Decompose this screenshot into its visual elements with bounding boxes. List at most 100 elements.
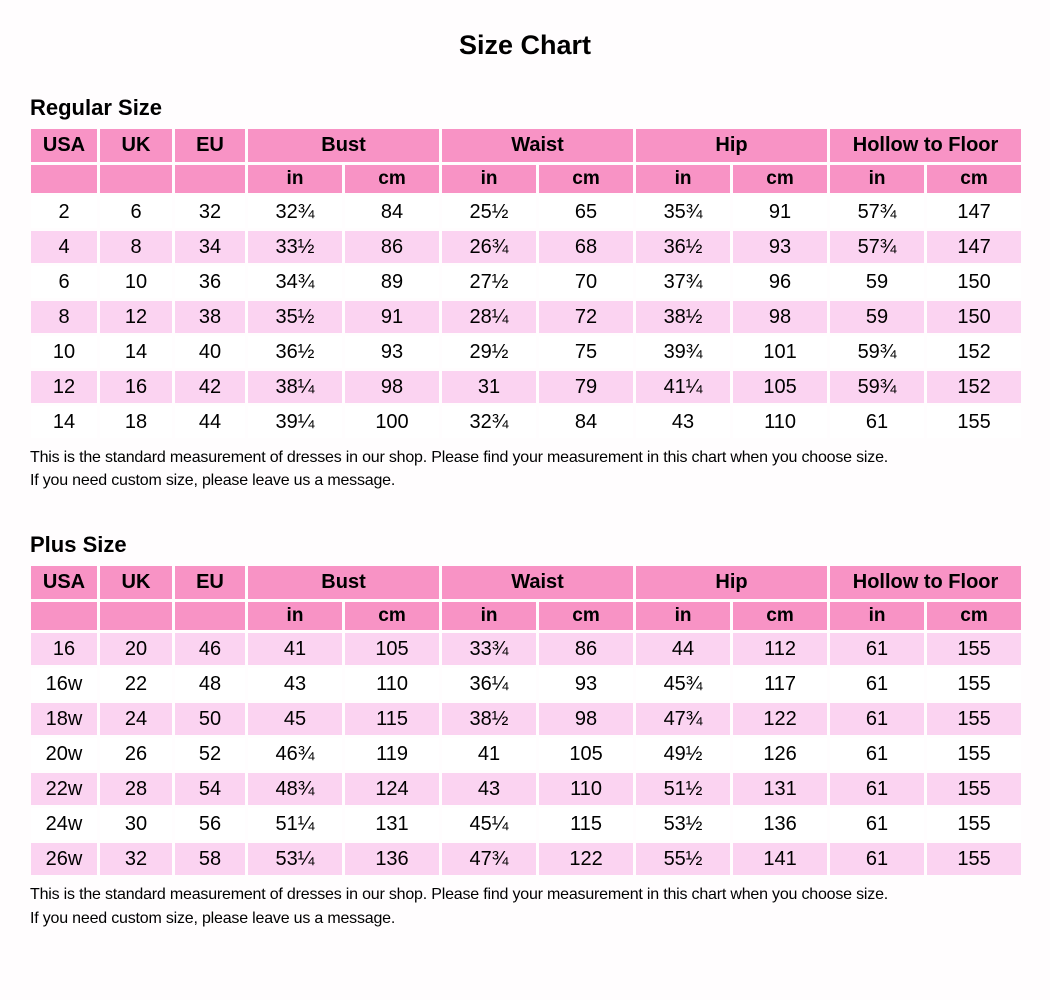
unit-header: cm <box>733 165 828 193</box>
table-cell: 152 <box>927 371 1022 403</box>
unit-header: in <box>442 602 537 631</box>
table-cell: 50 <box>175 703 245 736</box>
table-cell: 117 <box>733 668 828 701</box>
column-header: USA <box>31 129 97 162</box>
table-cell: 36½ <box>248 336 342 368</box>
table-cell: 35¾ <box>636 196 731 228</box>
table-cell: 101 <box>733 336 828 368</box>
table-cell: 8 <box>100 231 172 263</box>
table-cell: 27½ <box>442 266 537 298</box>
table-cell: 38 <box>175 301 245 333</box>
unit-header: in <box>248 165 342 193</box>
table-cell: 12 <box>31 371 97 403</box>
table-cell: 46 <box>175 633 245 666</box>
empty-header-cell <box>175 602 245 631</box>
table-cell: 155 <box>927 773 1022 806</box>
table-cell: 32 <box>175 196 245 228</box>
table-row: 2 6 32 32¾ 84 25½ 65 35¾ 91 57¾ 147 <box>31 196 1022 228</box>
table-row: 18w 24 50 45 115 38½ 98 47¾ 122 61 155 <box>31 703 1022 736</box>
table-cell: 70 <box>539 266 634 298</box>
table-cell: 2 <box>31 196 97 228</box>
table-cell: 16 <box>100 371 172 403</box>
table-cell: 14 <box>31 406 97 438</box>
table-cell: 43 <box>636 406 731 438</box>
table-cell: 39¼ <box>248 406 342 438</box>
table-cell: 38½ <box>442 703 537 736</box>
note-line-1: This is the standard measurement of dres… <box>30 449 889 466</box>
table-cell: 43 <box>442 773 537 806</box>
empty-header-cell <box>100 165 172 193</box>
table-cell: 25½ <box>442 196 537 228</box>
table-cell: 48 <box>175 668 245 701</box>
table-cell: 136 <box>345 843 440 876</box>
table-cell: 39¾ <box>636 336 731 368</box>
table-cell: 65 <box>539 196 634 228</box>
table-cell: 38¼ <box>248 371 342 403</box>
table-cell: 51¼ <box>248 808 342 841</box>
table-cell: 41¼ <box>636 371 731 403</box>
table-cell: 93 <box>733 231 828 263</box>
table-cell: 59 <box>830 266 925 298</box>
table-cell: 105 <box>733 371 828 403</box>
group-column-header: Waist <box>442 129 634 162</box>
plus-size-heading: Plus Size <box>30 532 127 558</box>
note-line-2: If you need custom size, please leave us… <box>30 909 396 927</box>
unit-header-row: in cm in cm in cm in cm <box>31 165 1022 193</box>
table-cell: 22 <box>100 668 172 701</box>
table-cell: 6 <box>31 266 97 298</box>
group-column-header: Bust <box>248 566 440 600</box>
table-cell: 31 <box>442 371 537 403</box>
unit-header-row: in cm in cm in cm in cm <box>31 602 1022 631</box>
table-header: USA UK EU Bust Waist Hip Hollow to Floor in cm in… <box>31 566 1022 631</box>
table-row: 24w 30 56 51¼ 131 45¼ 115 53½ 136 61 155 <box>31 808 1022 841</box>
table-cell: 59 <box>830 301 925 333</box>
table-cell: 20w <box>31 738 97 771</box>
unit-header: cm <box>927 165 1022 193</box>
group-column-header: Bust <box>248 129 440 162</box>
table-cell: 79 <box>539 371 634 403</box>
table-cell: 24 <box>100 703 172 736</box>
group-column-header: Hip <box>636 566 828 600</box>
unit-header: in <box>830 165 925 193</box>
table-cell: 155 <box>927 703 1022 736</box>
plus-size-section: Plus Size USA UK EU Bust Waist Hip Hollow to F… <box>0 532 1050 929</box>
table-cell: 44 <box>175 406 245 438</box>
group-column-header: Hip <box>636 129 828 162</box>
table-cell: 84 <box>345 196 440 228</box>
table-row: 8 12 38 35½ 91 28¼ 72 38½ 98 59 150 <box>31 301 1022 333</box>
table-cell: 141 <box>733 843 828 876</box>
table-row: 12 16 42 38¼ 98 31 79 41¼ 105 59¾ 152 <box>31 371 1022 403</box>
table-cell: 98 <box>539 703 634 736</box>
unit-header: cm <box>539 602 634 631</box>
table-cell: 155 <box>927 633 1022 666</box>
table-cell: 61 <box>830 773 925 806</box>
column-header: EU <box>175 129 245 162</box>
table-cell: 41 <box>442 738 537 771</box>
table-cell: 91 <box>733 196 828 228</box>
unit-header: cm <box>345 165 440 193</box>
table-cell: 131 <box>345 808 440 841</box>
table-cell: 26¾ <box>442 231 537 263</box>
table-cell: 12 <box>100 301 172 333</box>
table-cell: 32 <box>100 843 172 876</box>
table-body: 16 20 46 41 105 33¾ 86 44 112 61 155 16w 22 48 43 110 36… <box>31 633 1022 876</box>
table-cell: 49½ <box>636 738 731 771</box>
table-cell: 6 <box>100 196 172 228</box>
table-row: 6 10 36 34¾ 89 27½ 70 37¾ 96 59 150 <box>31 266 1022 298</box>
table-cell: 52 <box>175 738 245 771</box>
table-cell: 10 <box>31 336 97 368</box>
table-cell: 32¾ <box>442 406 537 438</box>
table-cell: 155 <box>927 808 1022 841</box>
regular-size-note: This is the standard measurement of dres… <box>30 446 1050 492</box>
table-cell: 36 <box>175 266 245 298</box>
table-cell: 61 <box>830 406 925 438</box>
table-cell: 86 <box>345 231 440 263</box>
table-cell: 152 <box>927 336 1022 368</box>
table-cell: 55½ <box>636 843 731 876</box>
unit-header: cm <box>539 165 634 193</box>
table-cell: 150 <box>927 266 1022 298</box>
table-row: 20w 26 52 46¾ 119 41 105 49½ 126 61 155 <box>31 738 1022 771</box>
table-cell: 45¼ <box>442 808 537 841</box>
table-cell: 110 <box>539 773 634 806</box>
